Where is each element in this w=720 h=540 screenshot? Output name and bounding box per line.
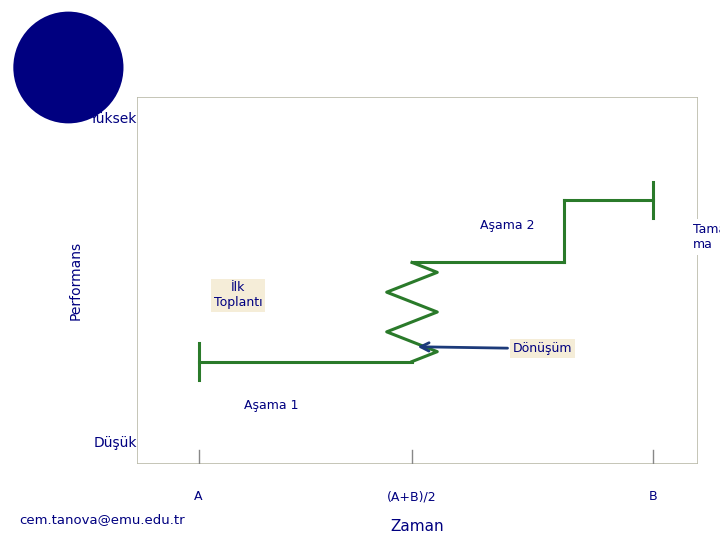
Text: Aralıklı Denge Modeli: Aralıklı Denge Modeli: [166, 27, 468, 51]
Text: (A+B)/2: (A+B)/2: [387, 490, 437, 503]
Text: Yüksek: Yüksek: [89, 112, 137, 126]
Text: Zaman: Zaman: [391, 519, 444, 535]
Text: Düşük: Düşük: [94, 436, 137, 450]
Ellipse shape: [13, 11, 124, 124]
Text: Tamamlan
ma: Tamamlan ma: [693, 222, 720, 251]
Text: İlk
Toplantı: İlk Toplantı: [214, 281, 262, 309]
Text: Performans: Performans: [68, 241, 82, 320]
Text: Aşama 2: Aşama 2: [480, 219, 535, 232]
Text: Dönüşüm: Dönüşüm: [420, 342, 572, 355]
Text: B: B: [649, 490, 658, 503]
Text: A: A: [194, 490, 203, 503]
Text: Aşama 1: Aşama 1: [244, 399, 299, 412]
Text: cem.tanova@emu.edu.tr: cem.tanova@emu.edu.tr: [19, 513, 184, 526]
